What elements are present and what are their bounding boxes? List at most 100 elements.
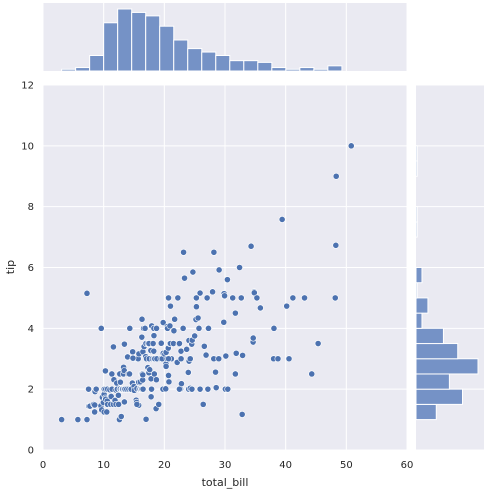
scatter-point (308, 370, 316, 378)
x-histogram-bar (257, 61, 273, 72)
scatter-point (126, 324, 134, 332)
scatter-point (204, 385, 212, 393)
x-histogram-bar (145, 15, 161, 72)
x-histogram-bar (215, 55, 231, 72)
x-histogram-bar (229, 60, 245, 72)
scatter-point (192, 294, 200, 302)
scatter-point (171, 315, 179, 323)
scatter-point (289, 294, 297, 302)
scatter-point (285, 355, 293, 363)
scatter-point (108, 370, 116, 378)
scatter-point (283, 302, 291, 310)
scatter-point (157, 339, 165, 347)
x-histogram-bar (243, 60, 259, 72)
scatter-point (210, 248, 218, 256)
scatter-point (188, 385, 196, 393)
scatter-point (194, 314, 202, 322)
x-histogram-bar (117, 8, 133, 72)
y-histogram-bar (415, 358, 479, 375)
scatter-point (170, 340, 177, 347)
scatter-point (232, 349, 240, 357)
scatter-point (129, 348, 137, 356)
scatter-point (224, 385, 232, 393)
y-tick-label: 10 (21, 141, 34, 152)
scatter-point (115, 400, 122, 408)
x-histogram-bar (103, 22, 119, 72)
scatter-point (196, 385, 204, 393)
scatter-point (183, 345, 191, 353)
scatter-point (199, 400, 207, 408)
scatter-point (215, 355, 223, 363)
scatter-point (332, 172, 340, 180)
scatter-point (220, 318, 228, 326)
scatter-point (177, 355, 185, 363)
y-histogram-bar (415, 221, 418, 238)
x-histogram-bar (327, 65, 343, 72)
scatter-point (162, 385, 170, 393)
scatter-point (221, 292, 228, 300)
scatter-point (274, 355, 282, 363)
y-histogram-bar (415, 160, 418, 177)
scatter-point (115, 391, 122, 399)
scatter-point (184, 369, 192, 376)
scatter-point (212, 368, 219, 376)
scatter-point (91, 408, 99, 416)
x-histogram-bar (89, 55, 105, 72)
y-histogram-bar (415, 206, 418, 223)
scatter-point (237, 294, 245, 302)
x-tick-label: 30 (219, 460, 232, 471)
x-tick-label: 20 (158, 460, 171, 471)
scatter-point (222, 352, 230, 360)
x-histogram-bar (131, 11, 147, 72)
x-histogram-bar (201, 51, 217, 72)
scatter-point (165, 378, 173, 386)
scatter-point (249, 334, 257, 342)
scatter-point (102, 367, 109, 375)
scatter-point (200, 342, 208, 350)
y-tick-label: 2 (28, 385, 34, 396)
scatter-point (177, 347, 185, 355)
scatter-point (203, 294, 211, 302)
x-tick-label: 10 (97, 460, 110, 471)
scatter-point (165, 294, 172, 302)
scatter-point (231, 309, 239, 317)
x-histogram-bar (187, 48, 203, 72)
scatter-point (129, 354, 137, 362)
scatter-point (239, 352, 246, 359)
scatter-point (174, 294, 182, 302)
scatter-point (139, 385, 147, 393)
scatter-point (176, 340, 183, 347)
y-histogram-bar (415, 388, 463, 405)
scatter-point (162, 362, 170, 370)
scatter-point (189, 268, 197, 276)
y-axis-label: tip (4, 260, 17, 274)
x-tick-label: 50 (340, 460, 353, 471)
scatter-point (138, 333, 146, 341)
scatter-point (117, 413, 125, 420)
y-histogram-bar (415, 343, 459, 360)
scatter-point (301, 294, 308, 302)
scatter-point (148, 385, 155, 393)
scatter-point (195, 324, 203, 332)
scatter-point (167, 302, 174, 310)
x-histogram-bar (299, 67, 315, 72)
x-tick-labels: 0 10 20 30 40 50 60 (40, 460, 414, 471)
scatter-point (186, 355, 194, 363)
y-histogram-bar (415, 373, 450, 390)
scatter-point (331, 294, 339, 302)
scatter-point (191, 332, 199, 340)
scatter-point (58, 416, 66, 423)
scatter-point (141, 324, 149, 332)
scatter-point (193, 303, 200, 311)
scatter-point (238, 411, 246, 418)
scatter-point (83, 416, 91, 423)
y-histogram-bar (415, 297, 429, 314)
scatter-point (121, 398, 128, 406)
scatter-points (58, 142, 355, 423)
y-histogram-bar (415, 327, 444, 345)
scatter-point (314, 340, 322, 347)
scatter-point (147, 393, 155, 401)
x-axis-label: total_bill (202, 476, 249, 489)
x-histogram-bar (61, 68, 77, 72)
scatter-point (347, 142, 355, 150)
